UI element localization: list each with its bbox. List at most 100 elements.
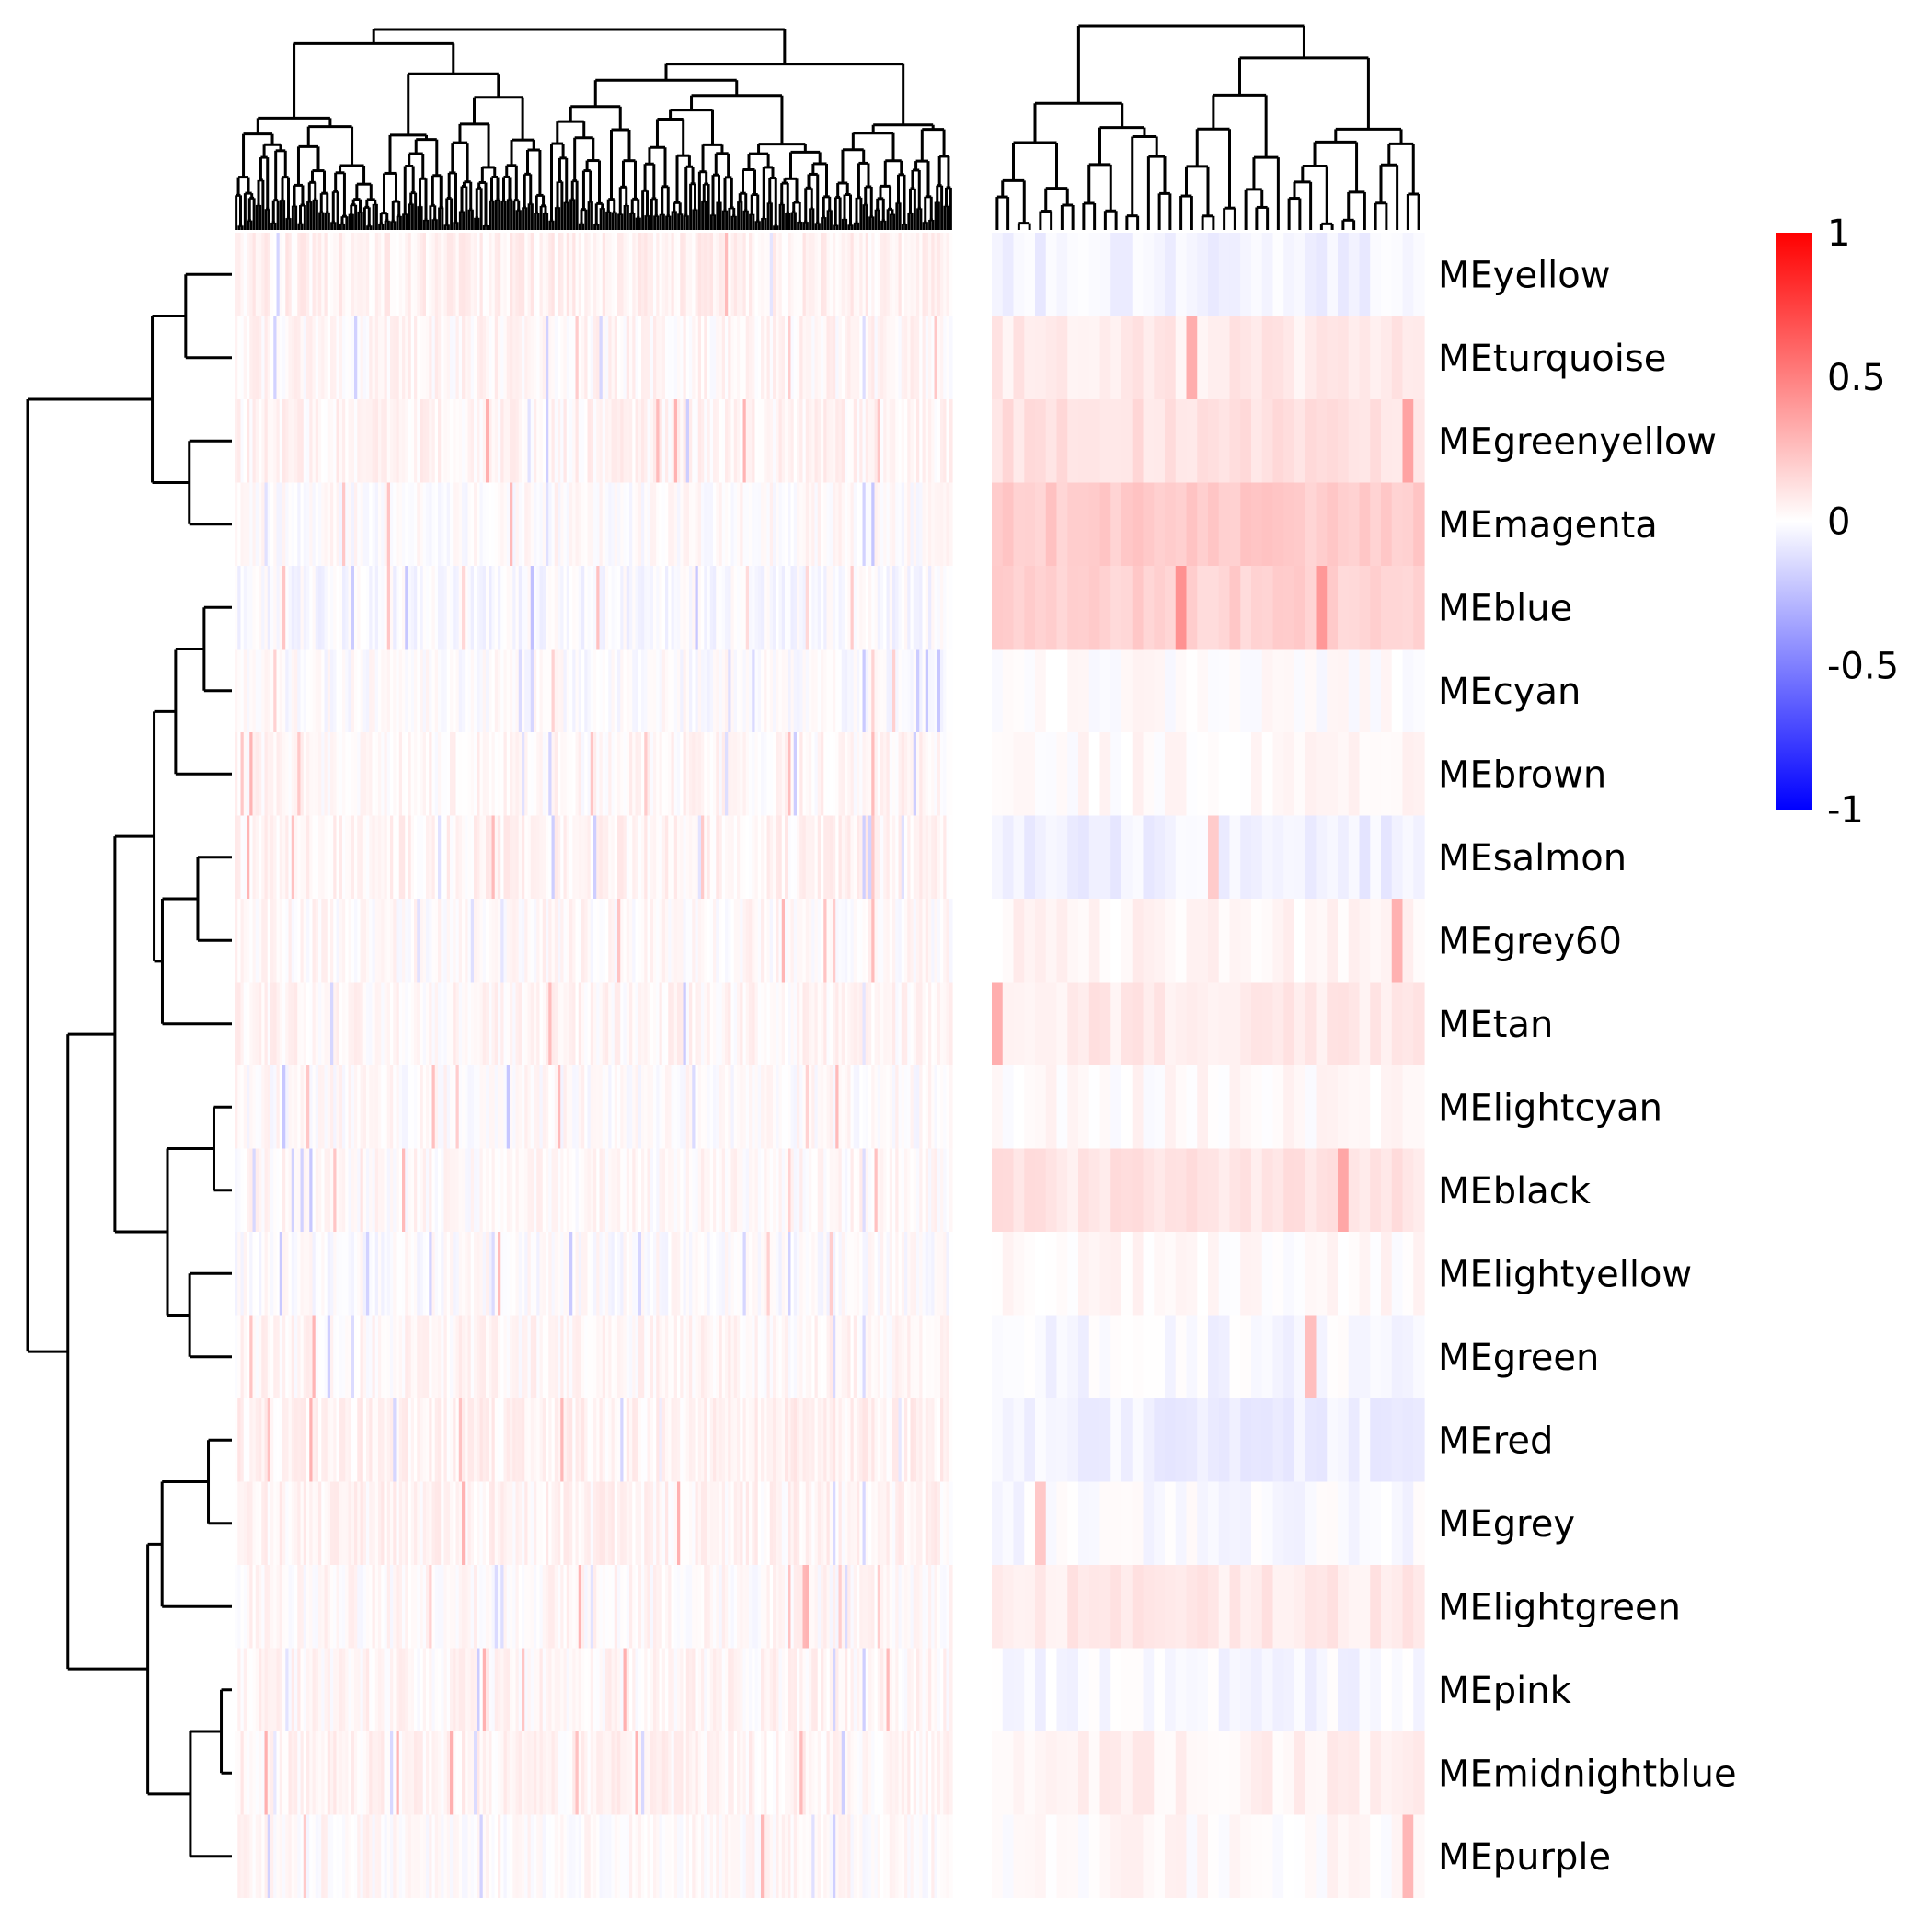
heatmap-cell	[518, 732, 523, 816]
heatmap-cell	[641, 899, 645, 983]
heatmap-cell	[279, 649, 283, 732]
heatmap-cell	[1067, 1065, 1079, 1149]
heatmap-cell	[599, 482, 604, 566]
heatmap-cell	[479, 1065, 484, 1149]
heatmap-cell	[477, 566, 481, 650]
heatmap-cell	[405, 316, 409, 399]
heatmap-cell	[874, 482, 879, 566]
heatmap-cell	[661, 649, 666, 732]
heatmap-cell	[605, 233, 609, 316]
heatmap-cell	[1002, 899, 1015, 983]
heatmap-cell	[542, 566, 546, 650]
heatmap-cell	[426, 399, 430, 483]
heatmap-cell	[1024, 649, 1036, 732]
heatmap-cell	[455, 1315, 460, 1398]
heatmap-cell	[566, 899, 570, 983]
heatmap-cell	[470, 482, 475, 566]
heatmap-cell	[934, 732, 938, 816]
heatmap-cell	[809, 1065, 812, 1149]
heatmap-cell	[345, 1148, 350, 1232]
heatmap-cell	[255, 1232, 259, 1316]
heatmap-cell	[575, 233, 580, 316]
heatmap-cell	[267, 1148, 271, 1232]
heatmap-cell	[581, 1232, 585, 1316]
heatmap-cell	[940, 899, 944, 983]
heatmap-cell	[1381, 899, 1393, 983]
heatmap-cell	[910, 815, 914, 899]
heatmap-cell	[629, 732, 633, 816]
heatmap-cell	[659, 815, 663, 899]
heatmap-cell	[291, 482, 295, 566]
heatmap-cell	[668, 1148, 673, 1232]
heatmap-cell	[339, 566, 343, 650]
heatmap-cell	[491, 1315, 496, 1398]
heatmap-cell	[788, 566, 792, 650]
heatmap-cell	[797, 1232, 800, 1316]
heatmap-cell	[578, 815, 582, 899]
heatmap-cell	[871, 732, 876, 816]
heatmap-cell	[671, 649, 675, 732]
heatmap-cell	[362, 1315, 367, 1398]
heatmap-cell	[462, 1065, 466, 1149]
heatmap-cell	[1056, 1232, 1068, 1316]
heatmap-cell	[261, 815, 266, 899]
heatmap-cell	[620, 233, 625, 316]
heatmap-cell	[1165, 1065, 1177, 1149]
heatmap-cell	[1294, 316, 1306, 399]
heatmap-cell	[1165, 316, 1177, 399]
heatmap-cell	[793, 982, 798, 1065]
heatmap-cell	[569, 1065, 573, 1149]
heatmap-cell	[829, 732, 834, 816]
heatmap-cell	[677, 233, 681, 316]
heatmap-cell	[548, 649, 553, 732]
heatmap-cell	[465, 1232, 469, 1316]
heatmap-cell	[754, 233, 759, 316]
heatmap-cell	[297, 1065, 302, 1149]
heatmap-cell	[745, 1315, 750, 1398]
heatmap-cell	[512, 482, 517, 566]
heatmap-cell	[477, 649, 481, 732]
heatmap-cell	[539, 1148, 544, 1232]
heatmap-cell	[1067, 316, 1079, 399]
heatmap-cell	[455, 815, 460, 899]
heatmap-cell	[805, 732, 810, 816]
heatmap-cell	[788, 815, 792, 899]
heatmap-cell	[778, 1232, 783, 1316]
heatmap-cell	[1110, 482, 1122, 566]
heatmap-cell	[680, 732, 684, 816]
heatmap-cell	[443, 732, 448, 816]
heatmap-cell	[695, 316, 699, 399]
heatmap-cell	[857, 233, 860, 316]
heatmap-cell	[431, 316, 436, 399]
heatmap-cell	[542, 399, 546, 483]
heatmap-cell	[503, 1065, 508, 1149]
heatmap-cell	[833, 982, 836, 1065]
heatmap-cell	[668, 1315, 673, 1398]
heatmap-cell	[470, 1315, 475, 1398]
heatmap-cell	[596, 399, 601, 483]
heatmap-cell	[1348, 399, 1361, 483]
heatmap-cell	[931, 1065, 936, 1149]
heatmap-cell	[441, 815, 445, 899]
heatmap-cell	[713, 1398, 717, 1482]
heatmap-cell	[859, 649, 864, 732]
heatmap-cell	[701, 316, 705, 399]
heatmap-cell	[626, 1398, 630, 1482]
heatmap-cell	[362, 815, 367, 899]
heatmap-cell	[1283, 1232, 1295, 1316]
heatmap-cell	[465, 815, 469, 899]
heatmap-cell	[360, 899, 364, 983]
heatmap-cell	[1251, 233, 1263, 316]
heatmap-cell	[243, 233, 247, 316]
heatmap-cell	[354, 899, 358, 983]
heatmap-cell	[405, 982, 409, 1065]
heatmap-cell	[608, 982, 613, 1065]
heatmap-cell	[249, 1065, 254, 1149]
heatmap-cell	[321, 566, 326, 650]
heatmap-cell	[1305, 233, 1317, 316]
heatmap-cell	[868, 1232, 872, 1316]
heatmap-cell	[788, 1315, 792, 1398]
heatmap-cell	[1045, 1232, 1058, 1316]
heatmap-cell	[629, 482, 633, 566]
heatmap-cell	[728, 815, 732, 899]
